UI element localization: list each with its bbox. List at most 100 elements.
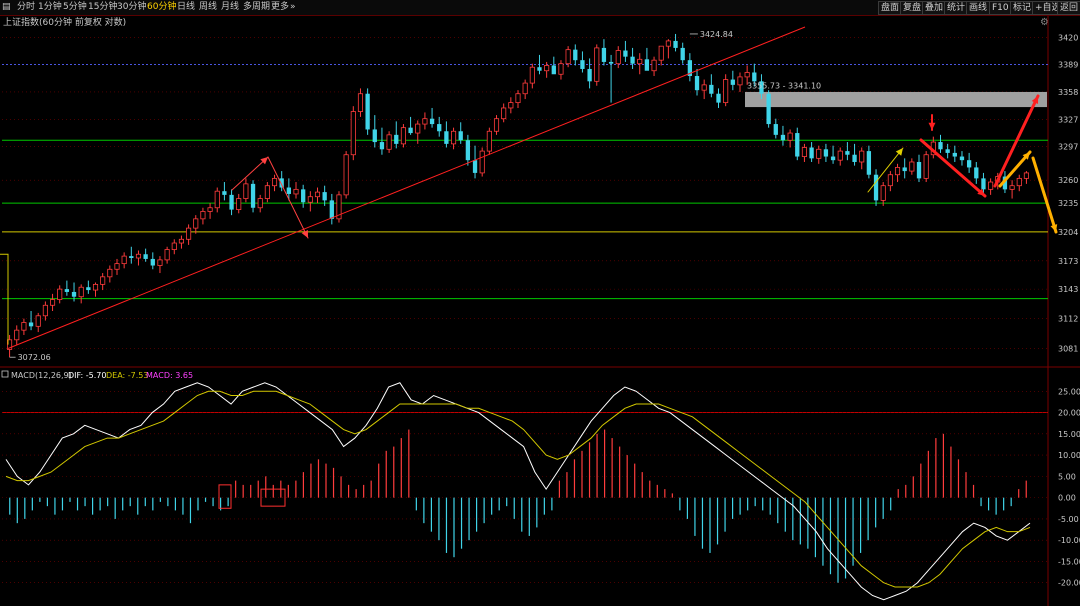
candle-body xyxy=(988,181,994,190)
candle-body xyxy=(651,59,657,72)
candle-body xyxy=(214,190,220,209)
candle-body xyxy=(271,177,278,187)
candle-body xyxy=(35,315,41,327)
candle-body xyxy=(737,76,743,86)
candle-body xyxy=(551,65,556,75)
price-tick-label: 3420 xyxy=(1058,33,1078,42)
candle-body xyxy=(859,150,865,163)
tab-period-5[interactable]: 60分钟 xyxy=(147,2,177,12)
tab-period-9[interactable]: 多周期 xyxy=(243,2,271,12)
candle-body xyxy=(981,178,986,190)
high-label: 3424.84 xyxy=(700,30,733,39)
candle-body xyxy=(544,65,550,72)
candle-body xyxy=(759,81,764,94)
candle-body xyxy=(386,134,392,150)
tab-period-8[interactable]: 月线 xyxy=(221,2,240,12)
macd-tick-label: 5.00 xyxy=(1058,472,1076,481)
candle-body xyxy=(723,79,729,104)
candle-body xyxy=(637,58,643,65)
candle-body xyxy=(437,124,442,132)
tab-period-7[interactable]: 周线 xyxy=(199,2,218,12)
candle-body xyxy=(795,133,800,157)
toolbar-button-3[interactable]: 统计 xyxy=(944,1,969,15)
price-tick-label: 3112 xyxy=(1058,315,1078,324)
menu-icon[interactable]: ▤ xyxy=(2,2,11,12)
macd-tick-label: -15.00 xyxy=(1058,557,1080,566)
candle-body xyxy=(845,151,850,155)
candle-body xyxy=(307,196,313,203)
candle-body xyxy=(1016,177,1022,187)
wave-line-2-head xyxy=(301,230,308,238)
down-arrow-orange xyxy=(1031,156,1058,234)
candle-body xyxy=(193,218,199,229)
candle-body xyxy=(78,286,84,298)
tab-period-3[interactable]: 15分钟 xyxy=(88,2,118,12)
candle-body xyxy=(501,107,507,120)
macd-tick-label: -20.00 xyxy=(1058,579,1080,588)
candle-body xyxy=(14,329,20,341)
tab-period-1[interactable]: 1分钟 xyxy=(38,2,62,12)
toolbar-button-8[interactable]: 返回 xyxy=(1057,1,1080,15)
up-arrow-red xyxy=(993,94,1040,188)
toolbar-button-1[interactable]: 复盘 xyxy=(900,1,925,15)
candle-body xyxy=(866,151,872,175)
candle-body xyxy=(250,183,256,208)
candle-body xyxy=(880,185,886,201)
tab-period-0[interactable]: 分时 xyxy=(17,2,36,12)
candle-body xyxy=(916,161,922,179)
candle-body xyxy=(86,287,91,291)
candle-body xyxy=(49,299,56,306)
candle-body xyxy=(157,259,163,266)
macd-tick-label: 25.00 xyxy=(1058,387,1080,396)
toolbar-button-2[interactable]: 叠加 xyxy=(922,1,947,15)
candle-body xyxy=(379,142,385,150)
candle-body xyxy=(594,47,600,82)
candle-body xyxy=(744,72,750,78)
macd-tick-label: 15.00 xyxy=(1058,430,1080,439)
macd-tick-label: 10.00 xyxy=(1058,451,1080,460)
macd-tick-label: 20.00 xyxy=(1058,409,1080,418)
candle-body xyxy=(587,68,592,82)
candle-body xyxy=(451,130,457,145)
candle-body xyxy=(129,256,134,258)
candle-body xyxy=(1002,176,1008,190)
candle-body xyxy=(415,123,421,134)
candle-body xyxy=(301,189,306,203)
tab-period-10[interactable]: 更多 xyxy=(271,2,290,12)
up-arrow-orange-head xyxy=(1022,152,1030,160)
candle-body xyxy=(57,288,63,300)
candle-body xyxy=(150,258,155,266)
candle-body xyxy=(28,322,34,327)
macd-tick-label: -5.00 xyxy=(1058,515,1079,524)
candle-body xyxy=(966,160,972,168)
down-arrow-red-head xyxy=(977,188,985,196)
candle-body xyxy=(974,167,979,179)
price-tick-label: 3297 xyxy=(1058,143,1078,152)
gear-icon[interactable]: ⚙ xyxy=(1040,17,1049,28)
tab-period-2[interactable]: 5分钟 xyxy=(63,2,87,12)
candle-body xyxy=(357,93,364,112)
tab-period-6[interactable]: 日线 xyxy=(177,2,196,12)
dea-line xyxy=(5,390,1031,588)
candle-body xyxy=(580,60,585,69)
candle-body xyxy=(121,255,127,265)
candle-body xyxy=(522,82,528,95)
candle-body xyxy=(186,227,192,240)
candle-body xyxy=(852,154,857,162)
dea-label: DEA: -7.53 xyxy=(106,371,148,380)
candle-body xyxy=(229,194,234,210)
tab-period-4[interactable]: 30分钟 xyxy=(117,2,147,12)
toolbar-button-7[interactable]: +自选 xyxy=(1032,1,1064,15)
candle-body xyxy=(644,59,650,71)
price-tick-label: 3358 xyxy=(1058,88,1078,97)
candle-body xyxy=(515,93,521,104)
candle-body xyxy=(558,63,564,75)
chevron-right-icon[interactable]: » xyxy=(290,2,296,12)
candle-body xyxy=(909,161,915,172)
macd-title: MACD(12,26,9) xyxy=(11,371,72,380)
price-tick-label: 3327 xyxy=(1058,116,1078,125)
price-tick-label: 3081 xyxy=(1058,344,1078,353)
candle-body xyxy=(92,283,99,291)
